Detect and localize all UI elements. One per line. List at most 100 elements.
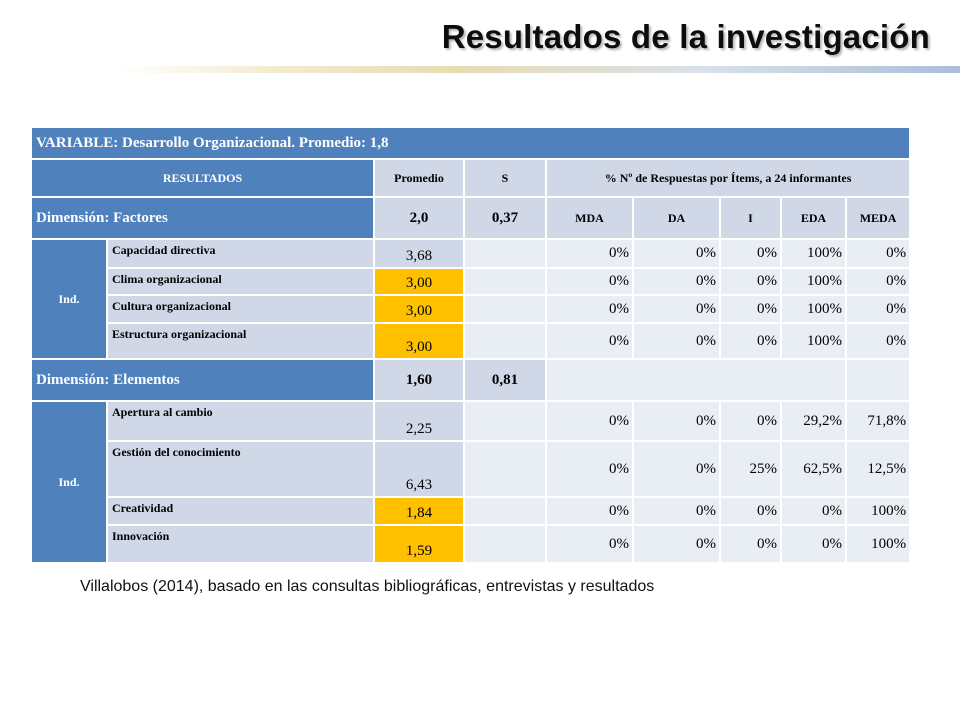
dimension-blank-cell — [545, 358, 847, 402]
pct-eda: 0% — [780, 524, 847, 564]
pct-i: 0% — [719, 524, 782, 564]
source-citation: Villalobos (2014), basado en las consult… — [80, 578, 655, 595]
pct-da: 0% — [632, 400, 721, 442]
indicator-group-label: Ind. — [30, 400, 108, 564]
pct-eda: 62,5% — [780, 440, 847, 498]
variable-row: VARIABLE: Desarrollo Organizacional. Pro… — [29, 126, 912, 160]
header-resultados: RESULTADOS — [30, 158, 375, 198]
indicator-name: Gestión del conocimiento — [106, 440, 375, 498]
pct-mda: 0% — [545, 440, 634, 498]
results-table: VARIABLE: Desarrollo Organizacional. Pro… — [29, 126, 912, 564]
pct-da: 0% — [632, 267, 721, 296]
indicator-name: Creatividad — [106, 496, 375, 526]
dimension-blank-cell — [844, 358, 912, 402]
indicator-s — [463, 267, 547, 296]
pct-meda: 0% — [844, 322, 912, 360]
pct-eda: 100% — [780, 267, 847, 296]
indicator-promedio: 3,68 — [373, 238, 465, 269]
title-underline-bar — [115, 66, 960, 73]
header-row: RESULTADOS Promedio S % Nº de Respuestas… — [30, 158, 912, 198]
pct-mda: 0% — [545, 400, 634, 442]
header-respuestas: % Nº de Respuestas por Ítems, a 24 infor… — [544, 158, 912, 198]
variable-title: VARIABLE: Desarrollo Organizacional. Pro… — [29, 126, 912, 160]
pct-mda: 0% — [545, 322, 634, 360]
dimension-row-elementos: Dimensión: Elementos 1,60 0,81 — [30, 358, 912, 402]
header-promedio: Promedio — [373, 158, 465, 198]
indicator-promedio: 6,43 — [373, 440, 465, 498]
dimension-label: Dimensión: Elementos — [30, 358, 375, 402]
indicator-s — [463, 294, 547, 324]
pct-da: 0% — [632, 440, 721, 498]
pct-da: 0% — [632, 524, 721, 564]
table-row: Innovación 1,59 0% 0% 0% 0% 100% — [31, 524, 912, 564]
pct-da: 0% — [632, 322, 721, 360]
indicator-name: Estructura organizacional — [106, 322, 375, 360]
pct-meda: 0% — [844, 294, 912, 324]
table-row: Clima organizacional 3,00 0% 0% 0% 100% … — [31, 267, 912, 296]
column-header-da: DA — [632, 196, 721, 240]
table-row: Estructura organizacional 3,00 0% 0% 0% … — [31, 322, 912, 360]
table-row: Ind. Capacidad directiva 3,68 0% 0% 0% 1… — [30, 238, 912, 360]
pct-da: 0% — [632, 496, 721, 526]
dimension-promedio: 1,60 — [373, 358, 465, 402]
indicator-promedio: 1,84 — [373, 496, 465, 526]
indicator-promedio: 1,59 — [373, 524, 465, 564]
indicator-promedio: 3,00 — [373, 294, 465, 324]
column-header-mda: MDA — [545, 196, 634, 240]
pct-i: 0% — [719, 267, 782, 296]
column-header-i: I — [719, 196, 782, 240]
indicator-promedio: 3,00 — [373, 267, 465, 296]
pct-eda: 0% — [780, 496, 847, 526]
pct-mda: 0% — [545, 524, 634, 564]
pct-i: 0% — [719, 294, 782, 324]
pct-mda: 0% — [545, 496, 634, 526]
pct-meda: 100% — [844, 524, 912, 564]
table-row: Gestión del conocimiento 6,43 0% 0% 25% … — [31, 440, 912, 498]
pct-meda: 0% — [844, 238, 912, 269]
indicator-name: Clima organizacional — [106, 267, 375, 296]
indicator-name: Cultura organizacional — [106, 294, 375, 324]
pct-mda: 0% — [545, 294, 634, 324]
dimension-s: 0,37 — [463, 196, 547, 240]
page-title: Resultados de la investigación — [441, 18, 930, 55]
indicator-s — [463, 440, 547, 498]
pct-i: 25% — [719, 440, 782, 498]
pct-eda: 100% — [780, 322, 847, 360]
pct-da: 0% — [632, 294, 721, 324]
dimension-s: 0,81 — [463, 358, 547, 402]
pct-i: 0% — [719, 322, 782, 360]
table-row: Creatividad 1,84 0% 0% 0% 0% 100% — [31, 496, 912, 526]
indicator-name: Capacidad directiva — [106, 238, 375, 269]
pct-i: 0% — [719, 496, 782, 526]
pct-eda: 100% — [780, 294, 847, 324]
indicator-s — [463, 524, 547, 564]
indicator-s — [463, 496, 547, 526]
indicator-s — [463, 322, 547, 360]
column-header-meda: MEDA — [844, 196, 912, 240]
table-row: Cultura organizacional 3,00 0% 0% 0% 100… — [31, 294, 912, 324]
indicator-name: Apertura al cambio — [106, 400, 375, 442]
pct-meda: 0% — [844, 267, 912, 296]
dimension-label: Dimensión: Factores — [30, 196, 375, 240]
pct-meda: 100% — [844, 496, 912, 526]
pct-eda: 100% — [780, 238, 847, 269]
indicator-group-label: Ind. — [30, 238, 108, 360]
pct-i: 0% — [719, 238, 782, 269]
table-row: Ind. Apertura al cambio 2,25 0% 0% 0% 29… — [30, 400, 912, 564]
pct-mda: 0% — [545, 238, 634, 269]
indicator-promedio: 3,00 — [373, 322, 465, 360]
indicator-promedio: 2,25 — [373, 400, 465, 442]
indicator-name: Innovación — [106, 524, 375, 564]
dimension-promedio: 2,0 — [373, 196, 465, 240]
column-header-eda: EDA — [780, 196, 847, 240]
pct-eda: 29,2% — [780, 400, 847, 442]
header-s: S — [463, 158, 547, 198]
pct-i: 0% — [719, 400, 782, 442]
pct-mda: 0% — [545, 267, 634, 296]
indicator-s — [463, 238, 547, 269]
dimension-row-factores: Dimensión: Factores 2,0 0,37 MDA DA I ED… — [30, 196, 912, 240]
pct-meda: 71,8% — [844, 400, 912, 442]
indicator-s — [463, 400, 547, 442]
pct-da: 0% — [632, 238, 721, 269]
pct-meda: 12,5% — [844, 440, 912, 498]
